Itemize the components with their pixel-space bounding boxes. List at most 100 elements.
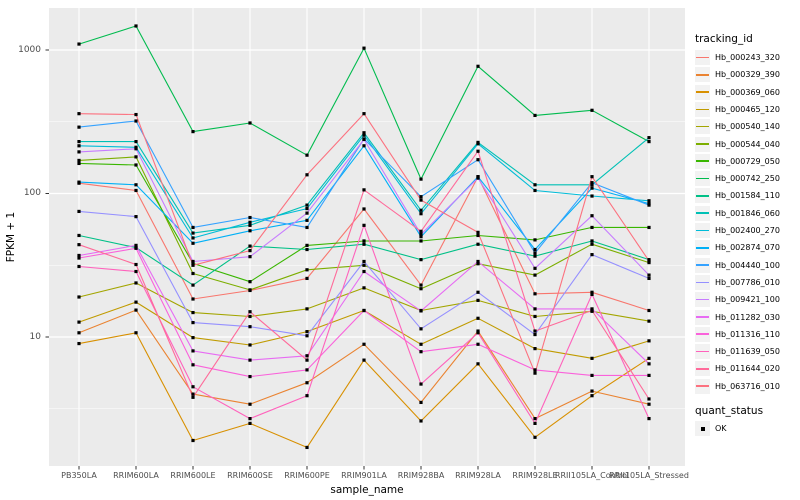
data-point: [533, 435, 537, 439]
series-color-line-icon: [696, 350, 709, 353]
data-point: [590, 292, 594, 297]
data-point: [533, 273, 537, 277]
data-point: [191, 283, 195, 287]
data-point: [191, 363, 195, 367]
series-color-line-icon: [696, 108, 709, 111]
data-point: [305, 218, 309, 222]
data-point: [533, 329, 537, 333]
data-point: [305, 358, 309, 362]
data-point: [476, 242, 480, 246]
data-point: [77, 180, 81, 184]
data-point: [248, 244, 252, 248]
legend-label: Hb_000729_050: [715, 156, 780, 166]
x-tick-label: RRII105LA_Stressed: [609, 471, 689, 480]
data-point: [134, 24, 138, 28]
legend-label: Hb_002874_070: [715, 243, 780, 253]
data-point: [533, 247, 537, 252]
data-point: [533, 266, 537, 270]
legend-key-swatch: [695, 223, 710, 238]
point-marker-icon: [700, 426, 705, 431]
data-point: [305, 354, 309, 358]
data-point: [533, 314, 537, 319]
legend-key-swatch: [695, 153, 710, 169]
series-color-line-icon: [696, 229, 709, 232]
legend-entry: Hb_007786_010: [695, 274, 780, 290]
data-point: [647, 259, 651, 263]
plot-panel: [49, 8, 685, 466]
data-point: [134, 112, 138, 117]
data-point: [647, 339, 651, 343]
legend-label: Hb_000243_320: [715, 53, 780, 62]
data-point: [533, 113, 537, 118]
legend-label: Hb_001584_110: [715, 191, 780, 201]
data-point: [419, 212, 423, 216]
data-point: [77, 341, 81, 346]
legend-entry: Hb_000544_040: [695, 136, 780, 152]
data-point: [305, 368, 309, 372]
legend-key-swatch: [695, 136, 710, 152]
data-point: [77, 253, 81, 258]
data-point: [476, 230, 480, 234]
data-point: [134, 262, 138, 267]
legend-label: Hb_002400_270: [715, 226, 780, 235]
series-color-line-icon: [696, 91, 709, 93]
data-point: [533, 183, 537, 187]
data-point: [134, 119, 138, 123]
data-point: [362, 342, 366, 346]
data-point: [134, 269, 138, 274]
data-point: [77, 295, 81, 299]
data-point: [305, 307, 309, 311]
legend-entry: Hb_000465_120: [695, 101, 780, 117]
data-point: [134, 308, 138, 312]
data-point: [647, 203, 651, 207]
data-point: [248, 310, 252, 314]
data-point: [134, 147, 138, 151]
data-point: [248, 280, 252, 284]
data-point: [533, 188, 537, 193]
data-point: [590, 394, 594, 398]
legend-label: Hb_000544_040: [715, 139, 780, 149]
data-point: [248, 249, 252, 253]
data-point: [590, 373, 594, 378]
data-point: [134, 281, 138, 285]
data-point: [476, 362, 480, 366]
data-point: [134, 163, 138, 167]
legend-label: Hb_000465_120: [715, 104, 780, 114]
legend-key-swatch: [695, 421, 710, 436]
data-point: [590, 253, 594, 257]
data-point: [590, 108, 594, 112]
series-color-line-icon: [696, 316, 709, 318]
legend-label: Hb_007786_010: [715, 277, 780, 287]
legend-key-swatch: [695, 50, 710, 65]
data-point: [419, 342, 423, 346]
data-point: [362, 242, 366, 246]
legend-label: Hb_011316_110: [715, 329, 780, 339]
data-point: [362, 133, 366, 137]
data-point: [533, 292, 537, 296]
data-point: [476, 331, 480, 335]
series-color-line-icon: [696, 298, 709, 301]
data-point: [647, 416, 651, 421]
legend-entry: Hb_063716_010: [695, 378, 780, 394]
data-point: [419, 400, 423, 405]
data-point: [533, 371, 537, 375]
series-color-line-icon: [696, 125, 709, 128]
data-point: [134, 243, 138, 247]
x-tick-label: PB350LA: [61, 471, 97, 480]
data-point: [77, 158, 81, 163]
data-point: [362, 144, 366, 148]
data-point: [476, 149, 480, 153]
legend-entry: Hb_001584_110: [695, 188, 780, 204]
data-point: [77, 320, 81, 324]
data-point: [476, 342, 480, 346]
data-point: [191, 349, 195, 353]
data-point: [419, 195, 423, 199]
y-axis-title: FPKM + 1: [5, 211, 17, 263]
data-point: [305, 211, 309, 215]
series-color-line-icon: [696, 73, 709, 76]
series-color-line-icon: [696, 212, 709, 214]
y-tick-label: 10: [29, 331, 41, 342]
data-point: [305, 225, 309, 230]
data-point: [305, 203, 309, 207]
data-point: [419, 235, 423, 239]
